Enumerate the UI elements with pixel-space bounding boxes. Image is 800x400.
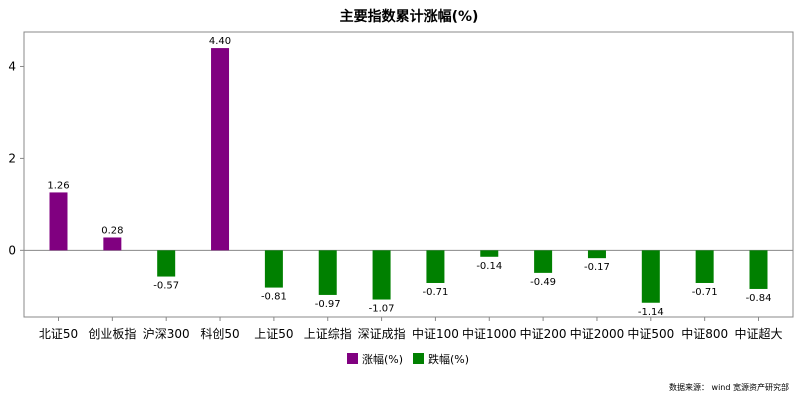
x-tick-label: 中证超大 xyxy=(734,326,782,341)
legend: 涨幅(%) 跌幅(%) xyxy=(347,352,469,366)
data-label: -0.81 xyxy=(261,292,287,303)
x-axis: 北证50 创业板指 沪深300 科创50 上证50 上证综指 深证成指 中证100 中证1000… xyxy=(39,317,783,341)
bar xyxy=(49,192,68,251)
legend-item-negative: 跌幅(%) xyxy=(413,352,469,366)
bar xyxy=(587,250,606,259)
data-label: -1.14 xyxy=(638,307,664,318)
data-label: -1.07 xyxy=(369,304,395,315)
bar xyxy=(534,250,553,273)
x-tick-label: 上证综指 xyxy=(304,326,352,341)
y-axis: 0 2 4 xyxy=(8,59,24,257)
x-tick-label: 科创50 xyxy=(200,327,239,341)
x-tick-label: 中证1000 xyxy=(462,326,517,341)
y-tick-label: 0 xyxy=(8,243,16,257)
x-tick-label: 中证800 xyxy=(681,326,728,341)
data-label: -0.84 xyxy=(746,293,772,304)
y-tick-label: 4 xyxy=(8,59,16,73)
bar xyxy=(157,250,176,277)
x-tick-label: 沪深300 xyxy=(143,327,190,341)
bar xyxy=(749,250,768,289)
legend-swatch-negative xyxy=(413,353,424,364)
data-label: -0.97 xyxy=(315,299,341,310)
bar xyxy=(264,250,283,288)
plot-frame xyxy=(23,31,794,318)
bar xyxy=(426,250,445,283)
data-label: -0.49 xyxy=(530,277,556,288)
data-label: -0.71 xyxy=(692,287,718,298)
x-tick-label: 中证2000 xyxy=(570,326,625,341)
bar xyxy=(695,250,714,283)
data-label: 0.28 xyxy=(101,225,123,236)
x-tick-label: 深证成指 xyxy=(358,326,406,341)
x-tick-label: 中证100 xyxy=(412,326,459,341)
x-tick-label: 创业板指 xyxy=(88,326,136,341)
legend-label-positive: 涨幅(%) xyxy=(362,353,403,366)
bar xyxy=(318,250,337,295)
x-tick-label: 中证200 xyxy=(520,326,567,341)
chart-title: 主要指数累计涨幅(%) xyxy=(340,8,479,25)
legend-label-negative: 跌幅(%) xyxy=(428,352,469,366)
x-tick-label: 北证50 xyxy=(39,327,78,341)
bar xyxy=(372,250,391,300)
data-label: -0.14 xyxy=(476,261,502,272)
data-label: -0.71 xyxy=(422,287,448,298)
legend-swatch-positive xyxy=(347,353,358,364)
bar xyxy=(480,250,499,257)
y-tick-label: 2 xyxy=(8,151,16,165)
bars xyxy=(49,48,768,303)
source-note: 数据来源： wind 宽源资产研究部 xyxy=(669,382,789,392)
bar xyxy=(211,48,230,251)
data-label: 4.40 xyxy=(209,36,231,47)
x-tick-label: 中证500 xyxy=(627,326,674,341)
bar xyxy=(641,250,660,303)
data-labels: 1.26 0.28 -0.57 4.40 -0.81 -0.97 -1.07 -0.71 -0.… xyxy=(47,36,771,318)
data-label: 1.26 xyxy=(47,180,69,191)
data-label: -0.57 xyxy=(153,281,179,292)
x-tick-label: 上证50 xyxy=(254,327,293,341)
bar xyxy=(103,237,122,251)
data-label: -0.17 xyxy=(584,262,610,273)
legend-item-positive: 涨幅(%) xyxy=(347,353,403,366)
